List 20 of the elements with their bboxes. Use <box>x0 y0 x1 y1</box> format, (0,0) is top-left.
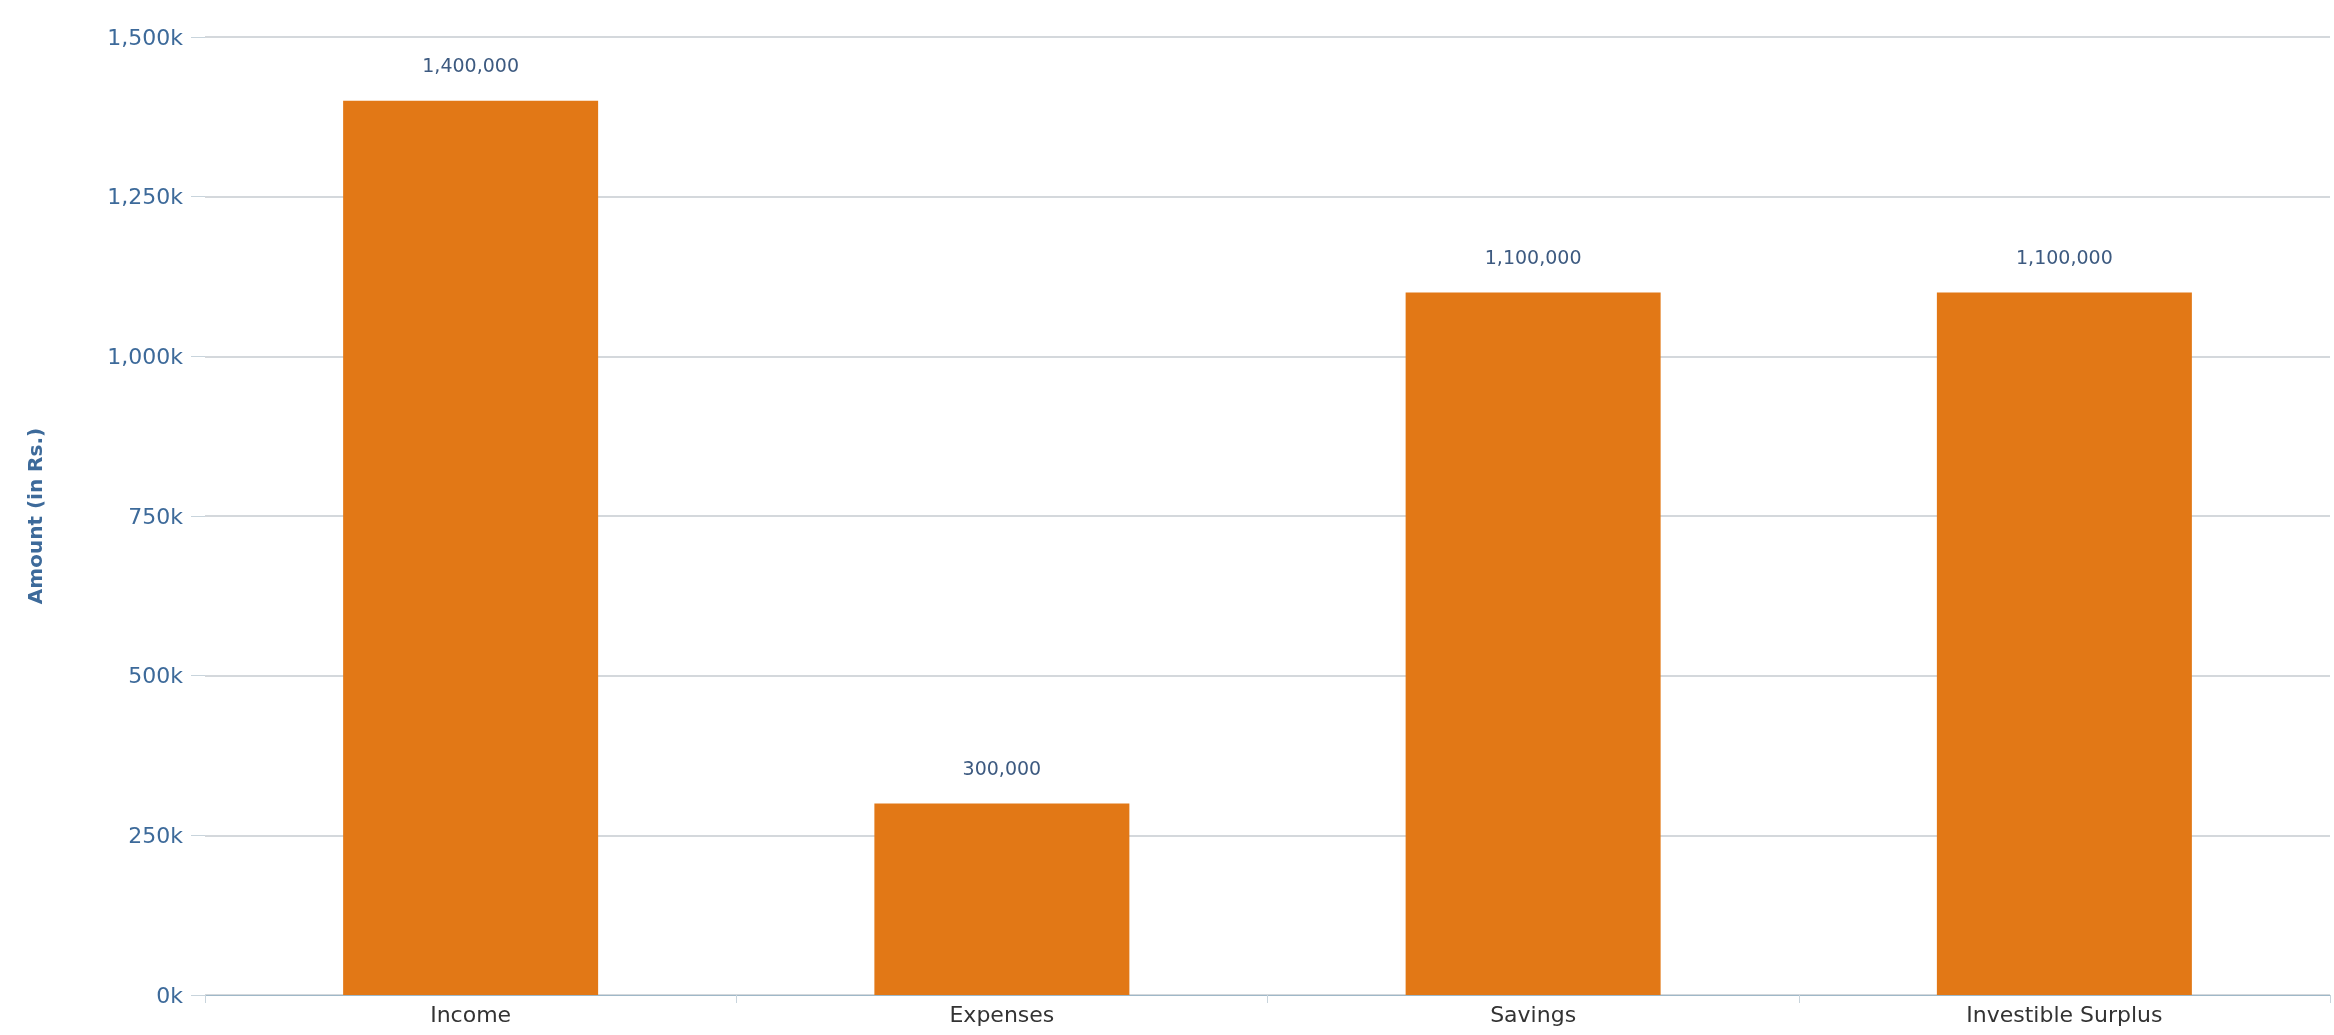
bar <box>1405 292 1661 995</box>
y-tick-label: 250k <box>128 822 184 848</box>
data-label: 1,100,000 <box>1484 245 1582 268</box>
y-tick-label: 1,000k <box>107 343 184 369</box>
x-tick-label: Income <box>430 1001 512 1027</box>
x-tick-label: Expenses <box>949 1001 1055 1027</box>
bar <box>874 803 1130 995</box>
y-tick-label: 1,250k <box>107 184 184 210</box>
y-tick-label: 0k <box>156 982 184 1008</box>
y-tick-label: 500k <box>128 663 184 689</box>
bar <box>343 100 599 995</box>
data-label: 1,100,000 <box>2016 245 2113 268</box>
data-label: 300,000 <box>962 756 1042 779</box>
bar <box>1936 292 2192 995</box>
y-axis-title: Amount (in Rs.) <box>23 427 47 605</box>
data-label: 1,400,000 <box>422 54 519 77</box>
y-tick-label: 1,500k <box>107 24 184 50</box>
x-tick-label: Investible Surplus <box>1966 1001 2163 1027</box>
y-tick-label: 750k <box>128 503 184 529</box>
x-tick-label: Savings <box>1490 1001 1577 1027</box>
